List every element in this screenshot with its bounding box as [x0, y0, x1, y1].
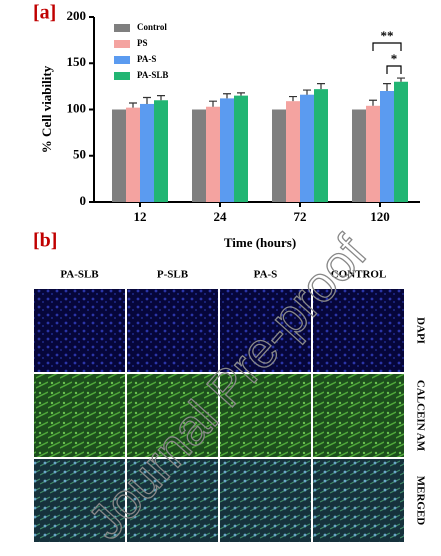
- legend-label: PA-SLB: [137, 70, 168, 80]
- row-label: MERGED: [414, 476, 426, 526]
- error-bar: [223, 93, 231, 99]
- x-tick-label: 120: [370, 209, 390, 224]
- error-bar: [129, 102, 137, 108]
- error-bar: [303, 89, 311, 95]
- bar: [126, 107, 140, 202]
- legend-label: PS: [137, 38, 148, 48]
- bar: [234, 95, 248, 202]
- x-tick-label: 72: [294, 209, 307, 224]
- micrograph: [220, 459, 311, 542]
- bar: [220, 98, 234, 202]
- x-tick-label: 12: [134, 209, 147, 224]
- error-bar: [143, 96, 151, 104]
- micrographs: PA-SLB P-SLB PA-S CONTROL DAPI CALCEIN AM MERG…: [34, 269, 426, 542]
- bar: [314, 89, 328, 202]
- micrograph: [127, 374, 218, 457]
- y-tick-label: 0: [80, 193, 87, 208]
- bar: [286, 101, 300, 202]
- bar: [206, 106, 220, 202]
- y-tick-label: 100: [67, 100, 87, 115]
- micrograph: [127, 289, 218, 372]
- panel-label: [b]: [33, 230, 57, 252]
- y-axis-label: % Cell viability: [39, 65, 54, 153]
- legend-label: Control: [137, 22, 167, 32]
- error-bar: [397, 77, 405, 82]
- error-bar: [209, 100, 217, 107]
- row-label: CALCEIN AM: [414, 380, 426, 452]
- legend-label: PA-S: [137, 54, 156, 64]
- bar: [300, 94, 314, 202]
- error-bar: [317, 83, 325, 90]
- legend-swatch: [114, 56, 130, 64]
- chart: 0 50 100 150 200 % Cell viability Time (hours)…: [39, 8, 420, 250]
- column-header: PA-SLB: [60, 269, 99, 281]
- bar: [154, 100, 168, 202]
- bar: [112, 109, 126, 202]
- legend-swatch: [114, 24, 130, 32]
- error-bar: [369, 99, 377, 106]
- legend-swatch: [114, 40, 130, 48]
- bar: [192, 109, 206, 202]
- error-bar: [383, 83, 391, 91]
- micrograph: [34, 374, 125, 457]
- bar: [272, 109, 286, 202]
- y-tick-label: 150: [67, 54, 87, 69]
- micrograph: [34, 459, 125, 542]
- micrograph: [220, 289, 311, 372]
- micrograph: [220, 374, 311, 457]
- error-bar: [157, 95, 165, 101]
- micrograph: [313, 459, 404, 542]
- x-tick-label: 24: [214, 209, 228, 224]
- micrograph: [313, 289, 404, 372]
- significance-label: *: [391, 51, 398, 66]
- micrograph: [127, 459, 218, 542]
- bar: [394, 81, 408, 202]
- legend-swatch: [114, 72, 130, 80]
- y-tick-label: 200: [67, 8, 87, 23]
- error-bar: [237, 92, 245, 96]
- bar: [140, 103, 154, 202]
- row-label: DAPI: [414, 317, 426, 344]
- panel-label: [a]: [33, 2, 56, 24]
- significance-bracket: [386, 65, 402, 74]
- micrograph: [34, 289, 125, 372]
- column-header: P-SLB: [157, 269, 189, 281]
- column-header: CONTROL: [331, 269, 387, 281]
- bar: [380, 91, 394, 202]
- significance-label: **: [381, 28, 394, 43]
- micrograph: [313, 374, 404, 457]
- y-tick-label: 50: [73, 147, 86, 162]
- significance-bracket: [372, 42, 402, 51]
- error-bar: [289, 95, 297, 102]
- x-axis-label: Time (hours): [224, 235, 296, 250]
- bar: [352, 109, 366, 202]
- bar: [366, 105, 380, 202]
- column-header: PA-S: [254, 269, 278, 281]
